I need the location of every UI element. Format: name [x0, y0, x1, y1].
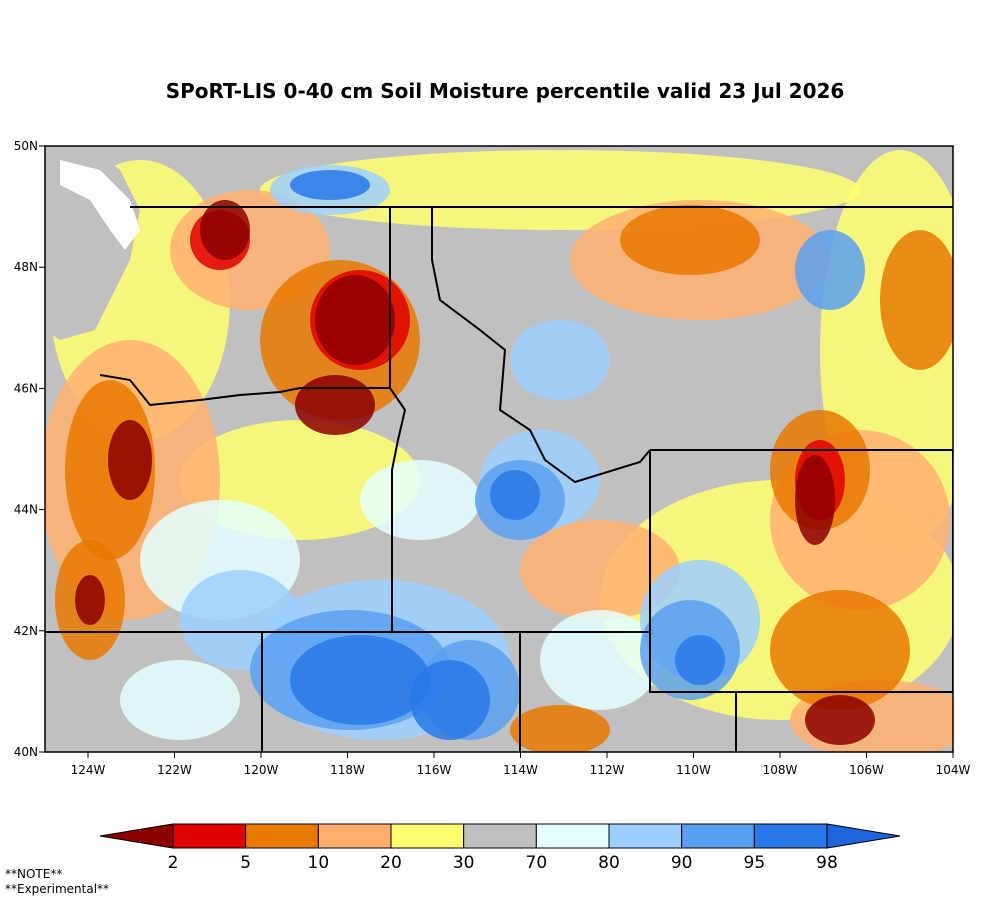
lon-tick-label: 114W — [503, 763, 538, 777]
lon-tick-label: 116W — [417, 763, 452, 777]
moisture-patch — [75, 575, 105, 625]
colorbar-segment — [245, 823, 319, 849]
moisture-patch — [675, 635, 725, 685]
moisture-patch — [805, 695, 875, 745]
lon-tick-label: 122W — [157, 763, 192, 777]
note: **NOTE** — [5, 867, 62, 881]
colorbar-label: 5 — [240, 853, 251, 873]
colorbar-label: 10 — [308, 853, 330, 873]
colorbar-segment — [463, 823, 537, 849]
lat-tick-label: 44N — [14, 503, 38, 517]
colorbar-segment — [172, 823, 247, 849]
border — [649, 449, 953, 693]
border — [431, 207, 651, 484]
colorbar-label: 2 — [168, 853, 179, 873]
moisture-patch — [540, 610, 660, 710]
lon-tick-label: 124W — [71, 763, 106, 777]
lon-tick-label: 120W — [244, 763, 279, 777]
border — [99, 374, 390, 407]
moisture-patch — [360, 460, 480, 540]
moisture-patch — [410, 660, 490, 740]
moisture-patch — [120, 660, 240, 740]
lat-tick-label: 40N — [14, 745, 38, 759]
lat-tick-label: 46N — [14, 381, 38, 395]
moisture-patch — [290, 170, 370, 200]
colorbar-label: 70 — [526, 853, 548, 873]
moisture-patch — [520, 520, 680, 620]
map-title: SPoRT-LIS 0-40 cm Soil Moisture percenti… — [166, 79, 845, 103]
lon-tick-label: 108W — [763, 763, 798, 777]
moisture-patch — [880, 230, 953, 370]
colorbar-label: 98 — [816, 853, 838, 873]
state-borders — [45, 206, 953, 752]
moisture-patch — [510, 320, 610, 400]
colorbar-segment — [390, 823, 465, 849]
moisture-patch — [510, 705, 610, 752]
moisture-patch — [295, 375, 375, 435]
moisture-patch — [770, 590, 910, 710]
colorbar-low-end — [99, 823, 174, 849]
moisture-patch — [200, 200, 250, 260]
colorbar-label: 80 — [598, 853, 620, 873]
moisture-patch — [620, 205, 760, 275]
lat-tick-label: 48N — [14, 260, 38, 274]
colorbar-segment — [317, 823, 392, 849]
lon-tick-label: 104W — [936, 763, 971, 777]
colorbar-segment — [753, 823, 828, 849]
colorbar-label: 90 — [671, 853, 693, 873]
moisture-patch — [108, 420, 152, 500]
colorbar-segment — [681, 823, 755, 849]
moisture-patch — [795, 455, 835, 545]
map-frame — [44, 145, 954, 753]
lat-tick-label: 50N — [14, 139, 38, 153]
lon-tick-label: 106W — [849, 763, 884, 777]
moisture-patch — [490, 470, 540, 520]
colorbar-high-end — [826, 823, 901, 849]
lon-tick-label: 118W — [330, 763, 365, 777]
border — [389, 387, 407, 632]
moisture-patch — [290, 635, 430, 725]
lon-tick-label: 110W — [676, 763, 711, 777]
puget-sound — [60, 160, 140, 250]
colorbar-segment — [535, 823, 610, 849]
moisture-patch — [315, 275, 395, 365]
colorbar-label: 95 — [744, 853, 766, 873]
note: **Experimental** — [5, 882, 109, 896]
lat-tick-label: 42N — [14, 624, 38, 638]
colorbar-label: 30 — [453, 853, 475, 873]
lon-tick-label: 112W — [590, 763, 625, 777]
colorbar-segment — [608, 823, 683, 849]
colorbar-label: 20 — [380, 853, 402, 873]
moisture-patch — [795, 230, 865, 310]
map-field — [45, 146, 953, 752]
